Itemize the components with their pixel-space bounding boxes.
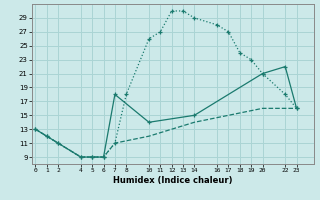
X-axis label: Humidex (Indice chaleur): Humidex (Indice chaleur) xyxy=(113,176,233,185)
